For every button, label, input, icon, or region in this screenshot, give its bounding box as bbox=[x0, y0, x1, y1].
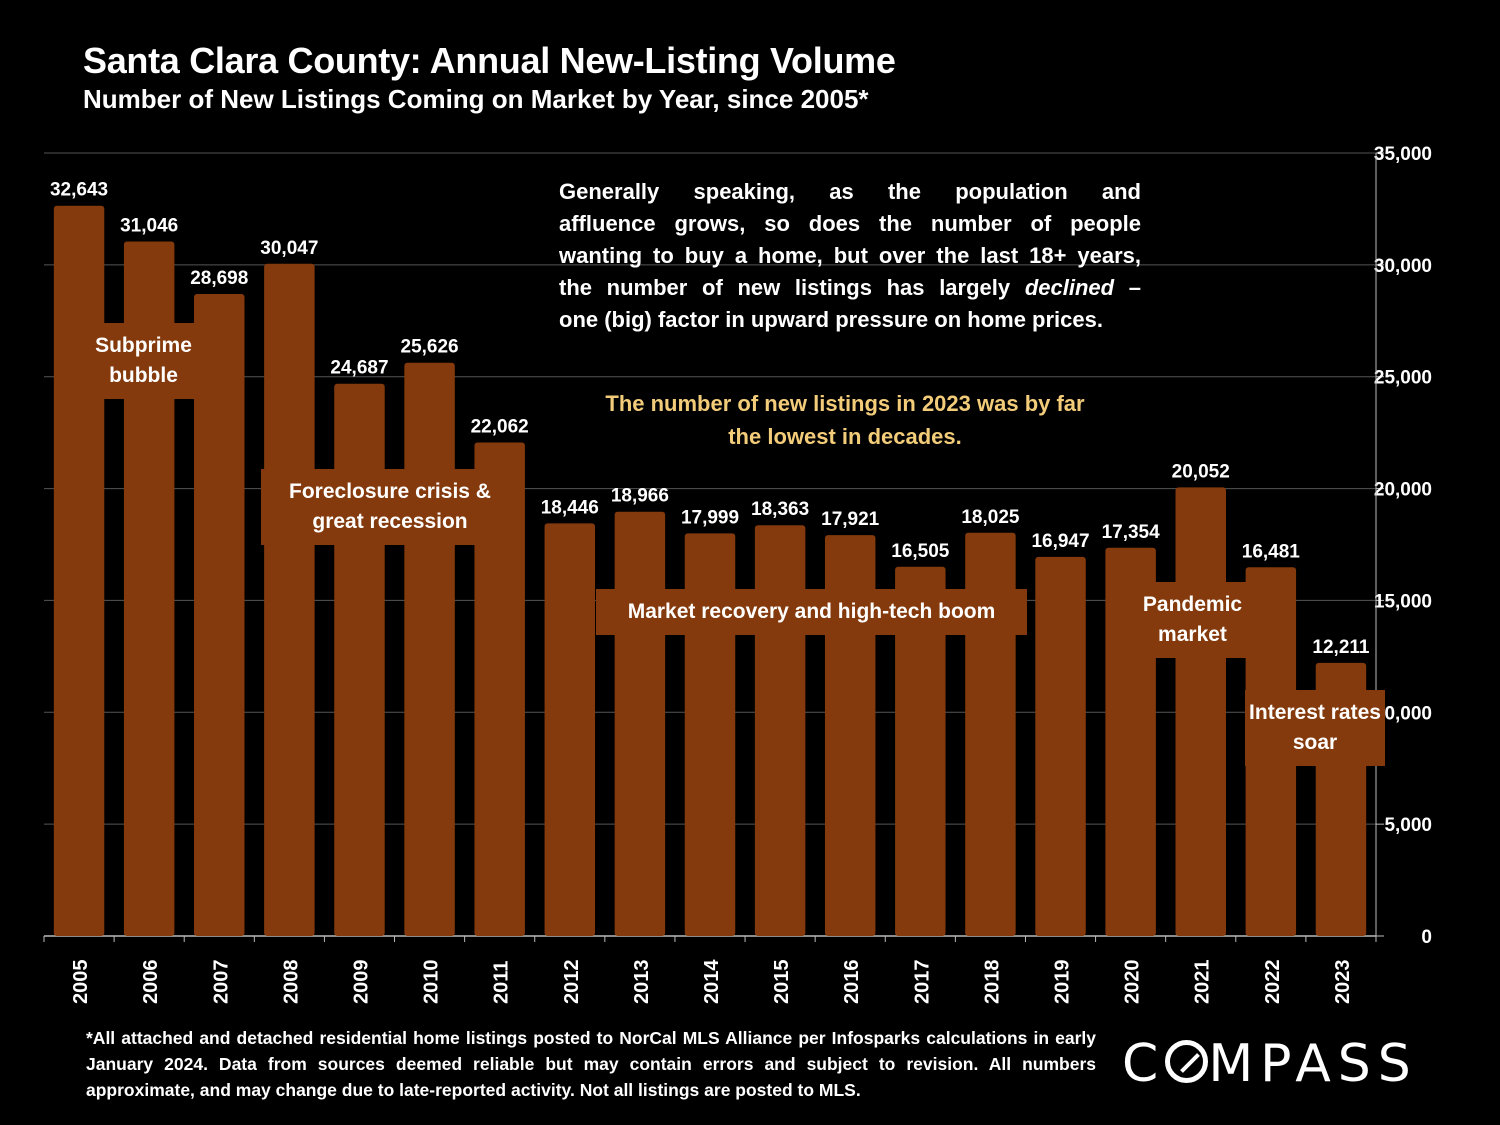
y-tick-label: 5,000 bbox=[1384, 815, 1432, 836]
main-annotation-line-4-text: the number of new listings has largely bbox=[559, 275, 1011, 300]
main-annotation-line-4: the number of new listings has largely d… bbox=[559, 272, 1141, 304]
y-tick-label: 0 bbox=[1421, 927, 1432, 948]
logo-o-icon bbox=[1165, 1040, 1209, 1083]
era-label-pandemic: Pandemic market bbox=[1127, 582, 1258, 658]
x-tick-label: 2012 bbox=[561, 960, 583, 1005]
logo-text-end: MPASS bbox=[1208, 1034, 1418, 1094]
chart-title: Santa Clara County: Annual New-Listing V… bbox=[83, 40, 896, 81]
chart-subtitle: Number of New Listings Coming on Market … bbox=[83, 84, 869, 114]
x-tick-label: 2005 bbox=[70, 960, 92, 1005]
data-label: 30,047 bbox=[260, 238, 318, 259]
highlight-annotation: The number of new listings in 2023 was b… bbox=[605, 391, 1085, 449]
y-tick-label: 35,000 bbox=[1374, 144, 1432, 165]
era-label-rates: Interest rates soar bbox=[1245, 690, 1385, 766]
x-tick-label: 2007 bbox=[210, 960, 232, 1005]
bar bbox=[1035, 556, 1086, 936]
x-tick-label: 2021 bbox=[1192, 960, 1214, 1005]
main-annotation-line-3: wanting to buy a home, but over the last… bbox=[559, 243, 1141, 268]
bar bbox=[334, 383, 385, 936]
main-annotation-line-1: Generally speaking, as the population an… bbox=[559, 179, 1141, 204]
x-tick-label: 2010 bbox=[421, 960, 443, 1005]
data-label: 24,687 bbox=[330, 358, 388, 379]
bar bbox=[404, 362, 455, 936]
bar bbox=[754, 525, 806, 936]
data-label: 28,698 bbox=[190, 268, 248, 289]
main-annotation-dash: – bbox=[1128, 275, 1141, 300]
main-annotation-emphasis: declined bbox=[1024, 275, 1115, 300]
x-tick-label: 2014 bbox=[701, 959, 723, 1004]
data-label: 18,025 bbox=[961, 507, 1020, 528]
data-label: 18,966 bbox=[611, 486, 669, 507]
era-label-subprime: Subprime bubble bbox=[80, 323, 207, 399]
main-annotation-line-5: one (big) factor in upward pressure on h… bbox=[559, 307, 1103, 332]
x-tick-label: 2018 bbox=[981, 960, 1003, 1005]
data-label: 25,626 bbox=[401, 337, 459, 358]
footnote: *All attached and detached residential h… bbox=[86, 1028, 1096, 1100]
era-label-foreclosure: Foreclosure crisis & great recession bbox=[261, 469, 519, 545]
bar-chart: 0 5,000 10,000 15,000 20,000 25,000 30,000 35,0… bbox=[43, 144, 1432, 1005]
y-tick-label: 15,000 bbox=[1374, 591, 1432, 612]
bar bbox=[53, 205, 105, 936]
data-label: 17,921 bbox=[821, 509, 880, 530]
logo-text-start: C bbox=[1122, 1034, 1166, 1094]
x-tick-label: 2019 bbox=[1052, 960, 1074, 1005]
bar bbox=[264, 263, 315, 937]
x-tick-label: 2008 bbox=[280, 960, 302, 1005]
data-label: 12,211 bbox=[1312, 637, 1369, 658]
data-label: 20,052 bbox=[1172, 461, 1230, 482]
y-tick-label: 10,000 bbox=[1374, 703, 1432, 724]
compass-logo: C MPASS bbox=[1122, 1034, 1418, 1094]
data-label: 17,999 bbox=[681, 507, 739, 528]
x-tick-label: 2006 bbox=[140, 960, 162, 1005]
x-tick-label: 2016 bbox=[841, 960, 863, 1005]
data-label: 16,947 bbox=[1031, 531, 1089, 552]
era-label-recovery: Market recovery and high-tech boom bbox=[596, 589, 1027, 635]
x-tick-label: 2022 bbox=[1262, 960, 1284, 1005]
bar bbox=[1175, 487, 1226, 936]
main-annotation: Generally speaking, as the population an… bbox=[559, 176, 1141, 336]
x-tick-label: 2023 bbox=[1332, 960, 1354, 1005]
data-label: 16,505 bbox=[891, 541, 950, 562]
data-label: 31,046 bbox=[120, 215, 178, 236]
bar bbox=[474, 442, 525, 936]
x-tick-label: 2011 bbox=[491, 961, 513, 1004]
data-label: 17,354 bbox=[1102, 522, 1161, 543]
x-tick-label: 2017 bbox=[911, 960, 933, 1005]
bar bbox=[194, 293, 245, 936]
y-tick-label: 25,000 bbox=[1374, 368, 1432, 389]
data-label: 16,481 bbox=[1242, 541, 1301, 562]
x-tick-label: 2020 bbox=[1122, 960, 1144, 1005]
bar bbox=[544, 523, 596, 936]
data-label: 22,062 bbox=[471, 416, 529, 437]
bar bbox=[824, 535, 876, 936]
data-label: 18,363 bbox=[751, 499, 809, 520]
bar bbox=[123, 241, 175, 936]
x-tick-label: 2013 bbox=[631, 960, 653, 1005]
x-tick-label: 2015 bbox=[771, 960, 793, 1005]
bar bbox=[614, 511, 666, 936]
x-tick-label: 2009 bbox=[350, 960, 372, 1005]
y-tick-label: 30,000 bbox=[1374, 256, 1432, 277]
y-tick-label: 20,000 bbox=[1374, 480, 1432, 501]
bar bbox=[895, 566, 946, 936]
data-label: 18,446 bbox=[541, 497, 599, 518]
data-label: 32,643 bbox=[50, 180, 108, 201]
main-annotation-line-2: affluence grows, so does the number of p… bbox=[559, 211, 1141, 236]
